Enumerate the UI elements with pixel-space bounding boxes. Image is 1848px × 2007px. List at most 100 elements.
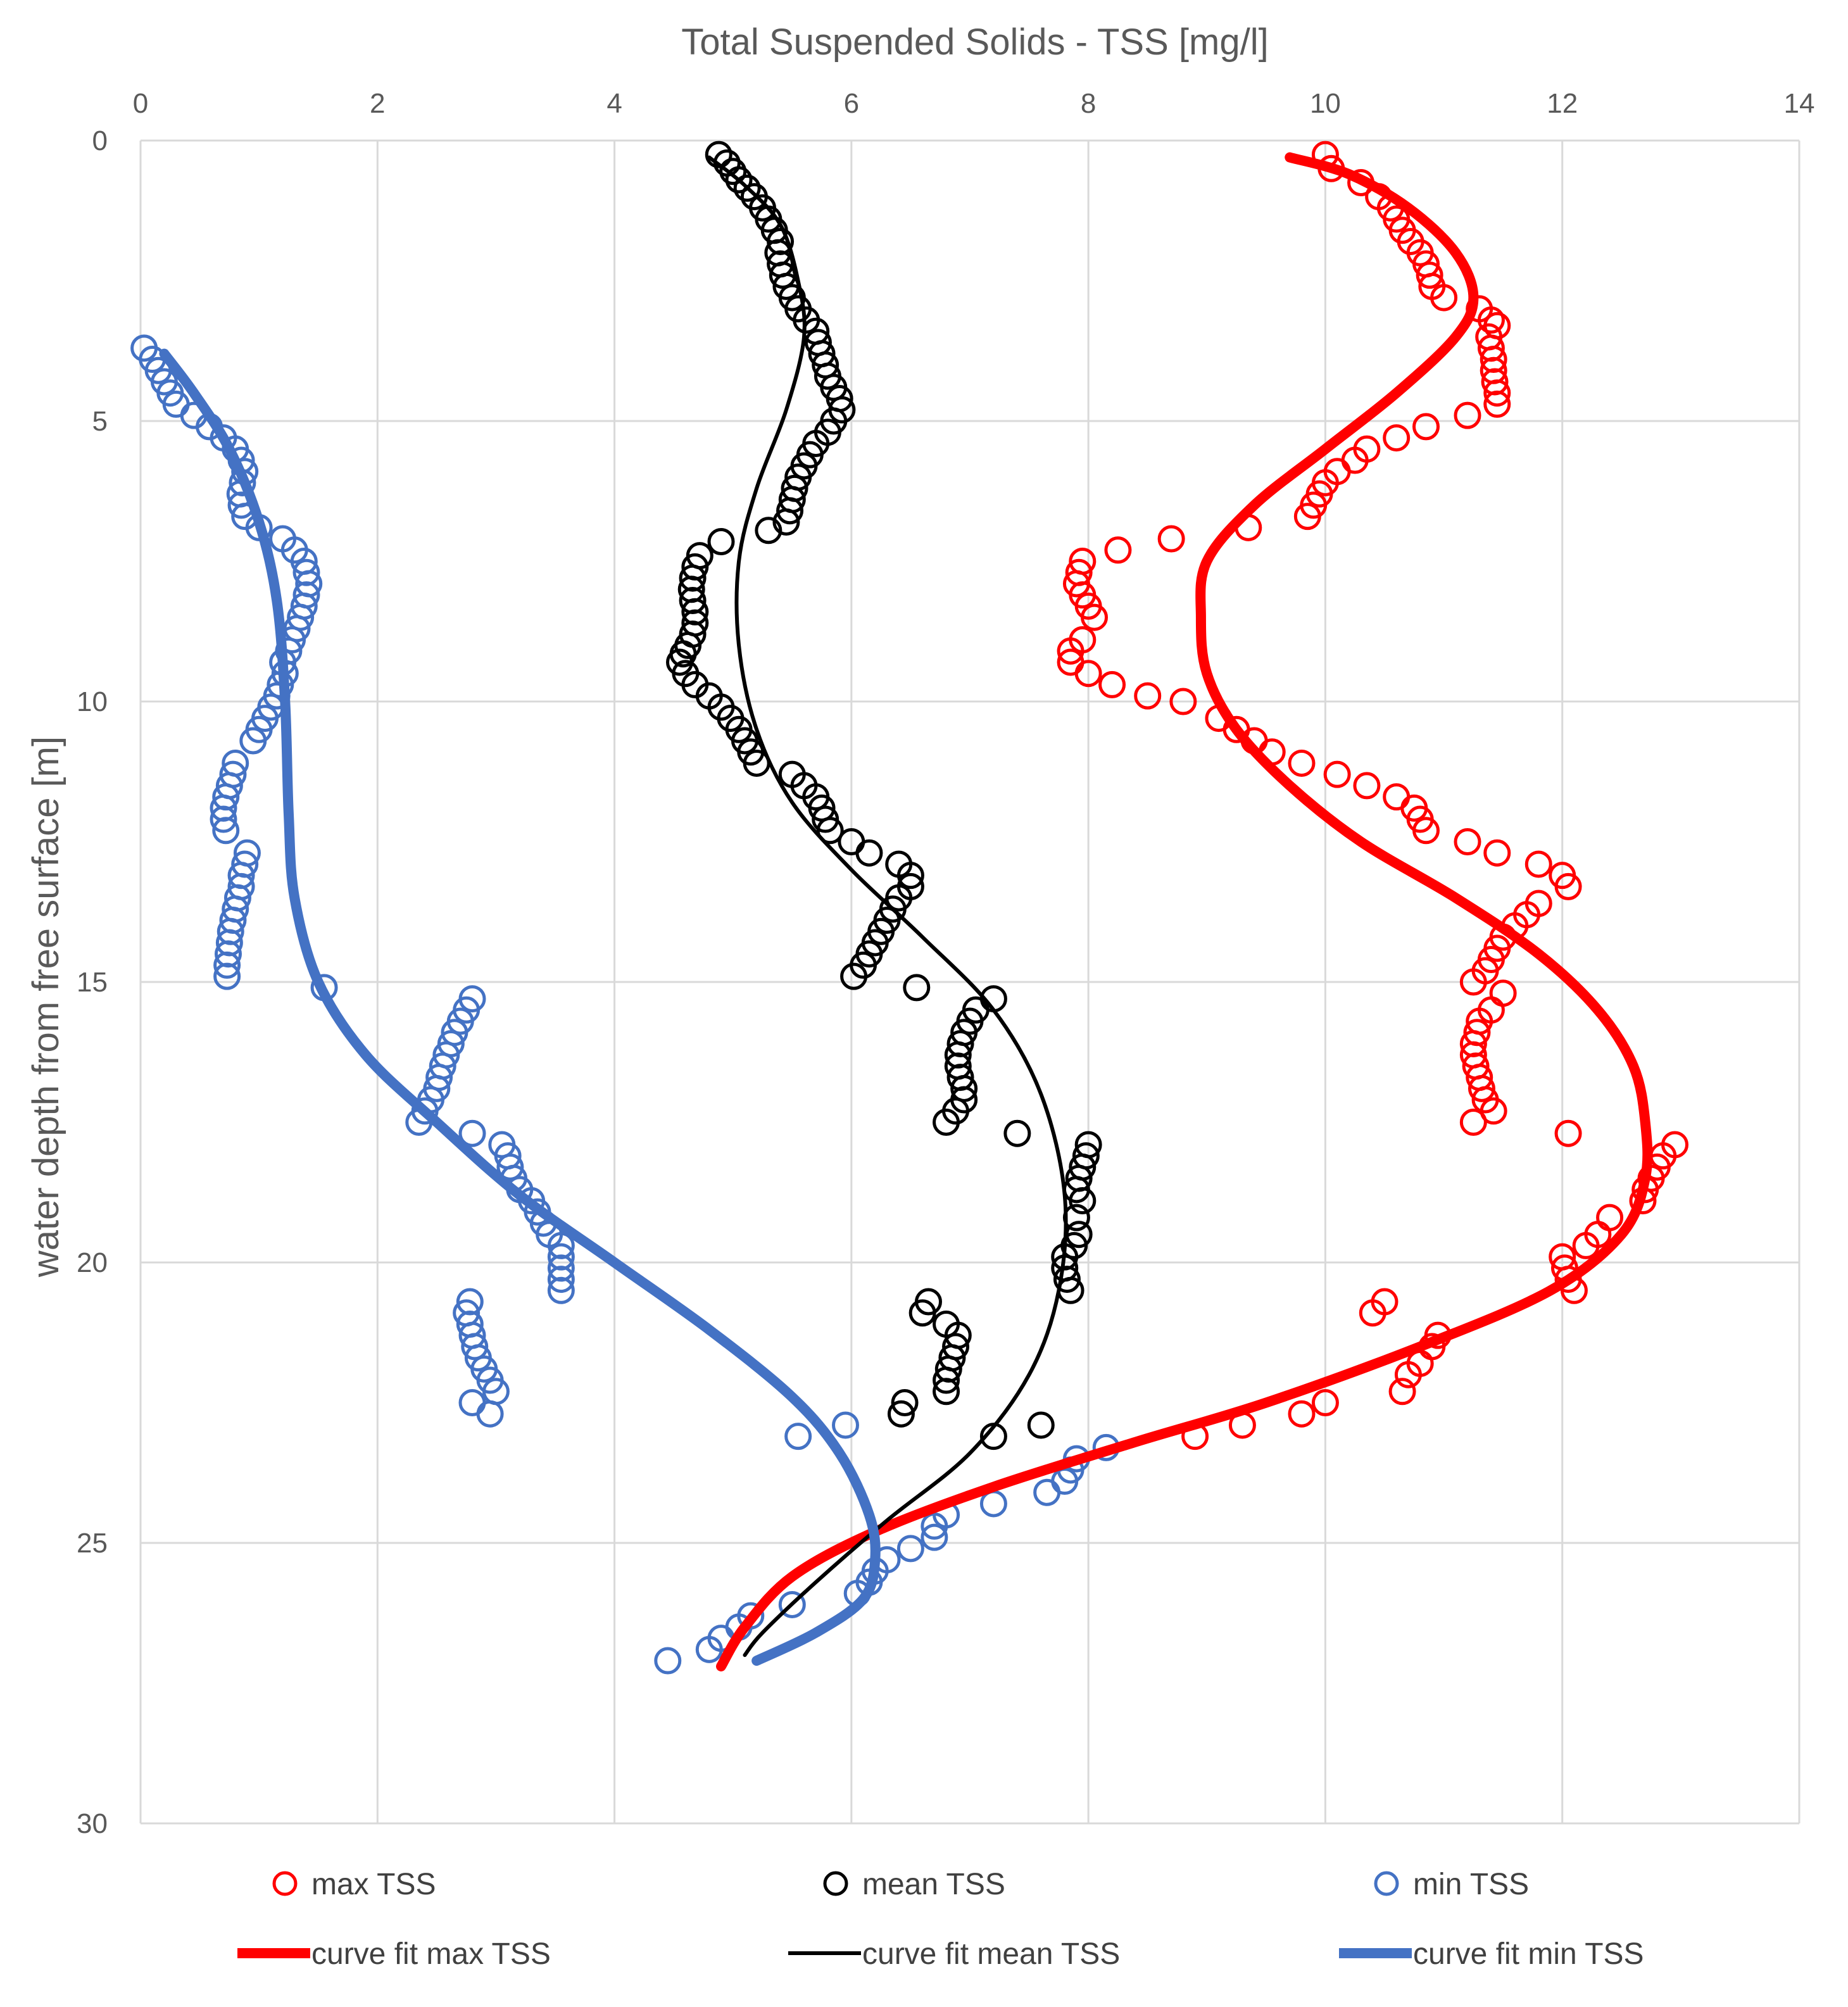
max-tss-point	[1412, 413, 1440, 441]
y-tick-label: 15	[77, 967, 108, 998]
min-tss-point	[213, 962, 241, 990]
mean-tss-point	[891, 1389, 919, 1416]
max-tss-series	[1057, 141, 1688, 1450]
max-tss-point	[1081, 603, 1108, 631]
mean-tss-point	[933, 1109, 960, 1136]
mean-tss-point	[933, 1366, 960, 1394]
min-tss-point	[461, 1333, 489, 1361]
min-tss-point	[1033, 1478, 1061, 1506]
max-tss-point	[1353, 772, 1381, 800]
legend-item-max-tss: max TSS	[272, 1868, 436, 1901]
x-tick-label: 12	[1547, 88, 1578, 119]
legend-item-curve-fit-min-tss: curve fit min TSS	[1339, 1937, 1644, 1971]
min-tss-point	[239, 727, 267, 755]
mean-tss-point	[772, 508, 800, 536]
min-tss-point	[496, 1153, 524, 1181]
legend-label: mean TSS	[862, 1868, 1005, 1901]
max-tss-point	[1572, 1231, 1600, 1259]
x-tick-label: 0	[133, 88, 148, 119]
min-tss-point	[547, 1254, 575, 1282]
mean-tss-series	[666, 141, 1102, 1450]
mean-tss-point	[767, 227, 795, 255]
legend-marker	[272, 1871, 298, 1896]
max-tss-point	[1323, 760, 1351, 788]
x-tick-label: 2	[370, 88, 385, 119]
mean-tss-point	[707, 527, 735, 555]
legend: max TSS mean TSS min TSS curve fit max TSS c…	[237, 1868, 1644, 1971]
max-tss-point	[1293, 503, 1321, 531]
max-tss-point	[1430, 284, 1458, 311]
max-tss-point	[1483, 379, 1511, 407]
max-tss-point	[1311, 1389, 1339, 1416]
min-tss-point	[476, 1400, 504, 1428]
mean-tss-point	[1003, 1119, 1031, 1147]
min-tss-point	[979, 1490, 1007, 1518]
legend-item-min-tss: min TSS	[1374, 1868, 1529, 1901]
max-tss-point	[1157, 525, 1185, 553]
legend-label: max TSS	[311, 1868, 436, 1901]
legend-item-curve-fit-max-tss: curve fit max TSS	[237, 1937, 551, 1971]
mean-tss-point	[840, 962, 868, 990]
min-tss-point	[212, 817, 240, 845]
max-tss-point	[1468, 1074, 1495, 1102]
mean-tss-point	[887, 1400, 915, 1428]
max-tss-point	[1483, 390, 1511, 418]
mean-tss-point	[769, 261, 796, 289]
mean-tss-point	[855, 839, 883, 867]
max-tss-point	[1554, 1119, 1582, 1147]
legend-label: curve fit mean TSS	[862, 1937, 1120, 1971]
max-tss-point	[1288, 749, 1316, 777]
mean-tss-point	[719, 158, 747, 186]
mean-tss-point	[1027, 1411, 1055, 1439]
min-tss-point	[292, 558, 320, 586]
curve-fit-max-tss-line	[716, 152, 1653, 1671]
tick-label-layer: 0 2 4 6 8 10 12 14 0 5 10 15 20 25 30	[77, 88, 1814, 1839]
min-tss-point	[456, 1288, 484, 1316]
y-axis-title: water depth from free surface [m]	[25, 736, 66, 1278]
mean-tss-point	[1053, 1266, 1081, 1293]
y-tick-label: 10	[77, 686, 108, 717]
max-tss-point	[1288, 1400, 1316, 1428]
min-tss-point	[547, 1266, 575, 1293]
min-tss-point	[213, 951, 241, 979]
x-tick-label: 6	[844, 88, 859, 119]
min-tss-point	[778, 1590, 806, 1618]
min-tss-point	[921, 1512, 948, 1540]
mean-tss-point	[903, 974, 931, 1002]
legend-item-curve-fit-mean-tss: curve fit mean TSS	[788, 1937, 1120, 1971]
max-tss-point	[1459, 968, 1487, 996]
x-tick-label: 10	[1310, 88, 1341, 119]
min-tss-point	[547, 1231, 575, 1259]
max-tss-point	[1459, 1109, 1487, 1136]
x-tick-label: 8	[1081, 88, 1096, 119]
mean-tss-point	[908, 1299, 936, 1327]
curve-fit-mean-tss-line	[707, 155, 1068, 1658]
mean-tss-point	[755, 517, 783, 544]
max-tss-point	[1454, 828, 1481, 855]
max-tss-point	[1554, 872, 1582, 900]
y-tick-label: 5	[92, 406, 108, 437]
max-tss-point	[1098, 670, 1126, 698]
legend-item-mean-tss: mean TSS	[823, 1868, 1005, 1901]
max-tss-point	[1480, 1097, 1507, 1125]
series-layer	[130, 141, 1688, 1675]
y-tick-label: 30	[77, 1808, 108, 1839]
x-tick-label: 4	[607, 88, 622, 119]
mean-tss-point	[896, 862, 924, 890]
min-tss-series	[130, 334, 1120, 1675]
x-tick-label: 14	[1784, 88, 1815, 119]
max-tss-point	[1388, 1378, 1416, 1406]
max-tss-point	[1169, 688, 1197, 715]
max-tss-point	[1489, 979, 1517, 1007]
max-tss-point	[1383, 783, 1411, 811]
max-tss-point	[1394, 1361, 1422, 1388]
max-tss-point	[1074, 660, 1102, 688]
mean-tss-point	[776, 497, 804, 525]
legend-label: curve fit max TSS	[311, 1937, 551, 1971]
max-tss-point	[1359, 1299, 1386, 1327]
min-tss-point	[784, 1423, 812, 1450]
min-tss-point	[654, 1647, 682, 1675]
min-tss-point	[547, 1243, 575, 1271]
